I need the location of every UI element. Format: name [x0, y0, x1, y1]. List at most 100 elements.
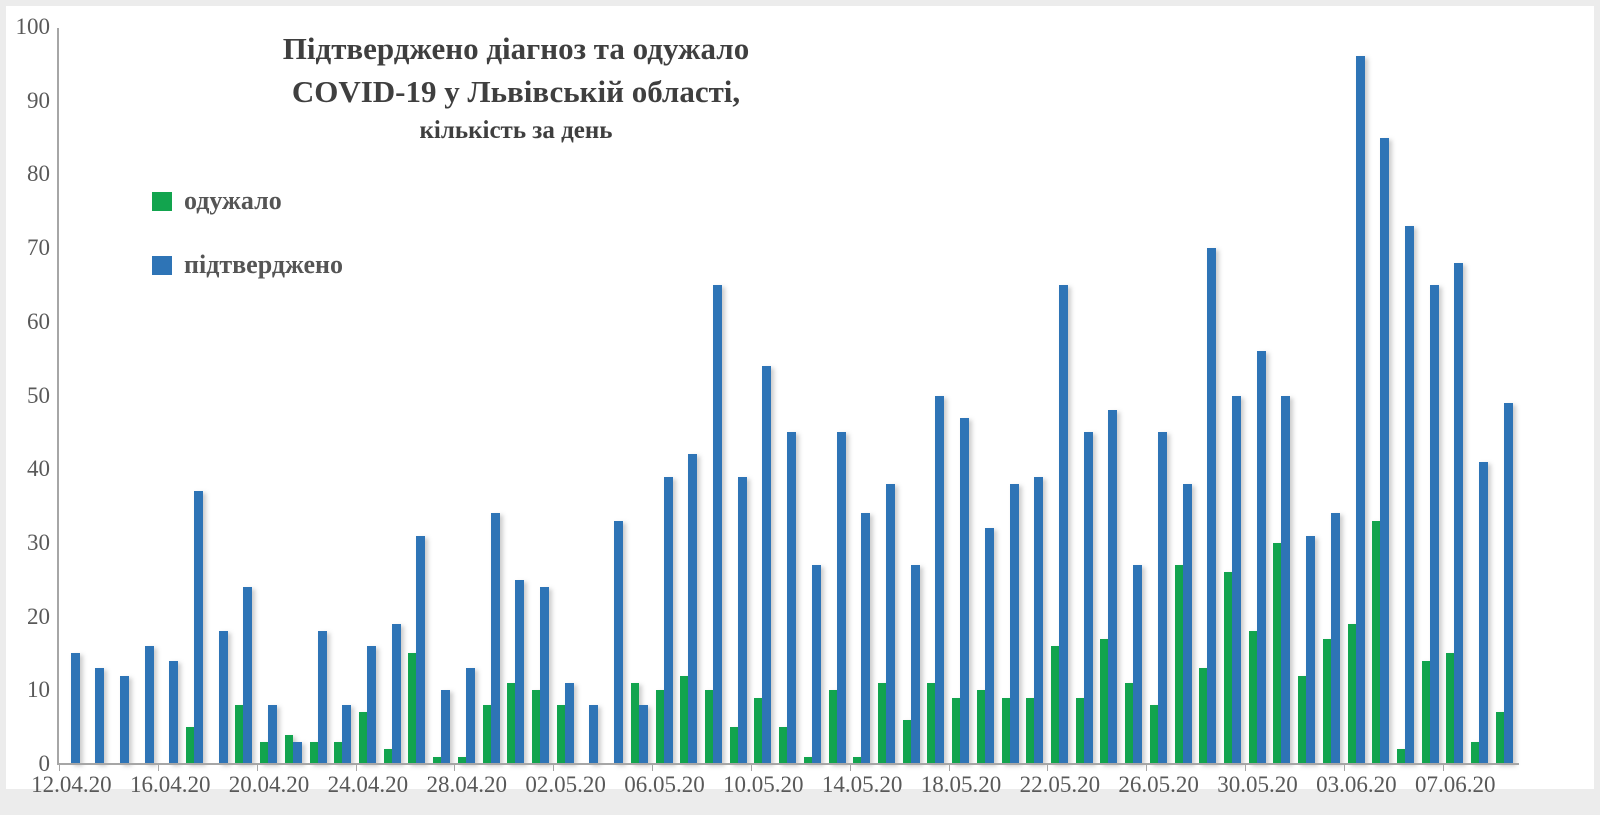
confirmed-bar — [589, 705, 599, 764]
recovered-bar — [680, 675, 689, 764]
recovered-bar — [729, 727, 738, 764]
confirmed-swatch-icon — [152, 255, 172, 275]
confirmed-bar — [1380, 137, 1390, 764]
confirmed-bar — [367, 646, 377, 764]
x-axis-tick — [948, 765, 950, 771]
confirmed-bar — [1256, 351, 1266, 764]
x-axis-tick — [1344, 765, 1346, 771]
confirmed-bar — [317, 631, 327, 764]
x-axis-tick — [652, 765, 654, 771]
recovered-bar — [457, 756, 466, 764]
recovered-bar — [1347, 623, 1356, 764]
x-axis-tick — [1245, 765, 1247, 771]
recovered-bar — [779, 727, 788, 764]
chart-canvas: Підтверджено діагноз та одужало COVID-19… — [6, 6, 1594, 797]
recovered-bar — [754, 697, 763, 764]
confirmed-bar — [1355, 56, 1365, 764]
recovered-bar — [1396, 749, 1405, 764]
recovered-bar — [284, 734, 293, 764]
recovered-bar — [1075, 697, 1084, 764]
recovered-bar — [1495, 712, 1504, 764]
y-tick-label: 90 — [27, 87, 50, 113]
recovered-bar — [359, 712, 368, 764]
confirmed-bar — [713, 284, 722, 764]
confirmed-bar — [391, 623, 401, 764]
confirmed-bar — [416, 535, 426, 764]
y-tick-label: 40 — [27, 456, 50, 482]
x-axis-tick — [1146, 765, 1148, 771]
confirmed-bar — [70, 653, 80, 764]
recovered-bar — [1100, 638, 1109, 764]
x-axis-tick — [59, 765, 60, 771]
confirmed-bar — [1058, 284, 1068, 764]
x-axis-tick — [454, 765, 456, 771]
y-tick-label: 60 — [27, 308, 50, 334]
confirmed-bar — [1182, 483, 1192, 764]
confirmed-bar — [960, 417, 970, 764]
x-tick-label: 28.04.20 — [426, 772, 507, 797]
recovered-bar — [1174, 565, 1183, 764]
confirmed-bar — [144, 646, 154, 764]
confirmed-bar — [614, 520, 624, 764]
confirmed-bar — [1133, 565, 1143, 764]
y-tick-label: 50 — [27, 382, 50, 408]
chart-title-line-2: COVID-19 у Львівській області, — [291, 73, 741, 109]
recovered-bar — [1026, 697, 1035, 764]
recovered-bar — [877, 682, 886, 764]
confirmed-bar — [984, 528, 994, 764]
confirmed-bar — [95, 668, 105, 764]
recovered-bar — [1199, 668, 1208, 764]
legend-item-confirmed: підтверджено — [152, 250, 343, 280]
recovered-bar — [828, 690, 837, 764]
confirmed-bar — [342, 705, 352, 764]
y-axis-line — [57, 28, 59, 764]
confirmed-bar — [1034, 476, 1044, 764]
confirmed-bar — [1404, 226, 1414, 764]
recovered-bar — [1421, 660, 1430, 764]
confirmed-bar — [787, 432, 797, 764]
confirmed-bar — [268, 705, 278, 764]
chart-title-line-3: кількість за день — [419, 116, 613, 144]
confirmed-bar — [1503, 402, 1513, 764]
x-axis-tick — [256, 765, 258, 771]
recovered-bar — [235, 705, 244, 764]
confirmed-bar — [910, 565, 920, 764]
confirmed-bar — [1330, 513, 1340, 764]
confirmed-bar — [490, 513, 500, 764]
recovered-bar — [532, 690, 541, 764]
recovered-bar — [383, 749, 392, 764]
recovered-bar — [1471, 741, 1480, 764]
recovered-bar — [482, 705, 491, 764]
recovered-bar — [408, 653, 417, 764]
recovered-bar — [853, 756, 862, 764]
legend-item-recovered: одужало — [152, 186, 343, 216]
y-tick-label: 0 — [38, 751, 51, 776]
recovered-bar — [705, 690, 713, 764]
y-tick-label: 70 — [27, 235, 50, 261]
recovered-bar — [952, 697, 961, 764]
recovered-bar — [1149, 705, 1158, 764]
x-axis-tick — [553, 765, 555, 771]
confirmed-bar — [564, 682, 574, 764]
recovered-bar — [803, 756, 812, 764]
confirmed-bar — [1281, 395, 1291, 764]
x-tick-label: 14.05.20 — [821, 772, 903, 797]
y-tick-label: 10 — [27, 677, 50, 703]
confirmed-bar — [218, 631, 228, 764]
confirmed-bar — [243, 587, 253, 764]
confirmed-bar — [515, 579, 525, 764]
recovered-bar — [1050, 646, 1059, 764]
x-axis-line — [57, 763, 1519, 765]
x-tick-label: 07.06.20 — [1414, 772, 1496, 797]
x-axis-tick — [849, 765, 851, 771]
x-tick-label: 10.05.20 — [723, 772, 804, 797]
confirmed-bar — [836, 432, 846, 764]
x-tick-label: 24.04.20 — [327, 772, 409, 797]
recovered-bar — [1223, 572, 1232, 764]
confirmed-bar — [1231, 395, 1241, 764]
confirmed-bar — [119, 675, 129, 764]
x-axis-tick — [157, 765, 159, 771]
recovered-bar — [1125, 682, 1134, 764]
recovered-bar — [927, 682, 936, 764]
recovered-bar — [1298, 675, 1307, 764]
